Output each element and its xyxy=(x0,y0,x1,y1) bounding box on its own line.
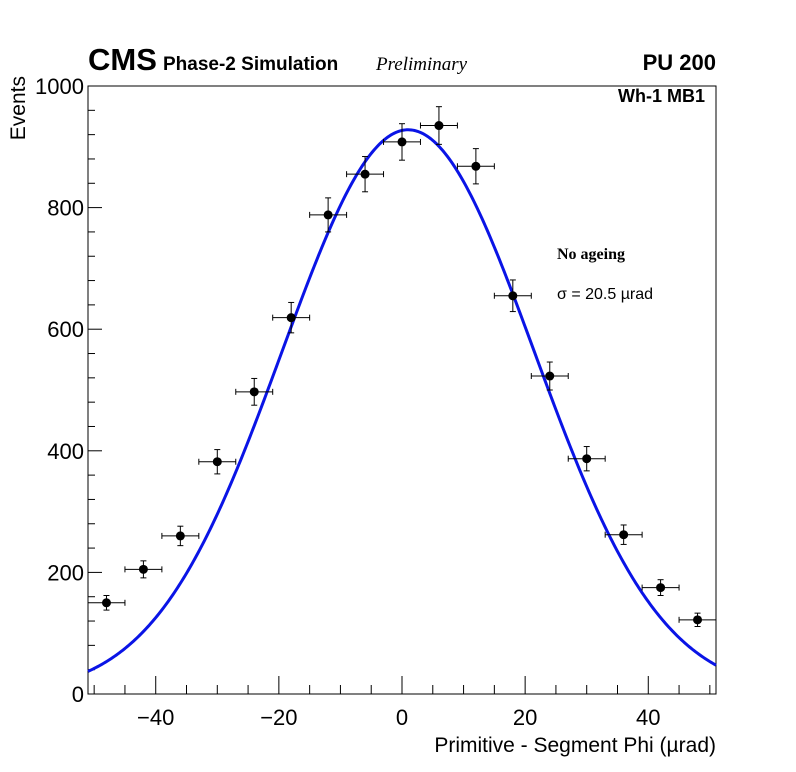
y-tick-label: 400 xyxy=(47,439,84,464)
fit-curve-group xyxy=(87,128,717,673)
data-point xyxy=(235,377,274,406)
y-axis-title: Events xyxy=(7,76,30,140)
data-point xyxy=(87,595,126,611)
plot-border xyxy=(87,85,717,695)
point-marker xyxy=(582,454,592,464)
condition-label: No ageing xyxy=(557,246,625,263)
x-tick-label: 40 xyxy=(636,705,660,730)
point-marker xyxy=(508,291,518,301)
x-axis-title: Primitive - Segment Phi (µrad) xyxy=(434,734,716,757)
data-point xyxy=(530,361,569,391)
point-marker xyxy=(175,531,185,541)
data-point xyxy=(641,579,680,597)
data-point xyxy=(272,301,311,334)
data-point xyxy=(493,279,532,313)
point-marker xyxy=(323,210,333,220)
point-marker xyxy=(471,161,481,171)
experiment-label: CMS xyxy=(88,42,157,77)
point-marker xyxy=(656,583,666,593)
data-point xyxy=(678,612,717,628)
data-point xyxy=(383,123,421,161)
point-marker xyxy=(101,598,111,608)
pileup-label: PU 200 xyxy=(643,50,716,75)
x-tick-label: −40 xyxy=(137,705,174,730)
x-tick-label: −20 xyxy=(260,705,297,730)
data-point xyxy=(456,148,495,185)
plot-frame xyxy=(87,85,717,695)
data-point xyxy=(604,524,643,545)
x-tick-label: 20 xyxy=(513,705,537,730)
y-axis: 0 200 400 600 800 1000 xyxy=(35,74,102,707)
x-tick-label: 0 xyxy=(396,705,408,730)
point-marker xyxy=(360,169,370,179)
point-marker xyxy=(212,457,222,467)
point-marker xyxy=(434,121,444,131)
point-marker xyxy=(545,371,555,381)
x-axis: −40 −20 0 20 40 xyxy=(93,676,711,730)
point-marker xyxy=(249,387,259,397)
data-point xyxy=(419,106,458,145)
point-marker xyxy=(138,564,148,574)
point-marker xyxy=(693,615,703,625)
point-marker xyxy=(286,313,296,323)
data-points xyxy=(87,106,717,628)
fit-curve xyxy=(87,128,717,673)
subtitle-label: Phase-2 Simulation xyxy=(163,54,338,75)
data-point xyxy=(198,449,237,475)
data-point xyxy=(309,197,348,233)
sigma-label: σ = 20.5 µrad xyxy=(557,286,653,303)
y-tick-label: 1000 xyxy=(35,74,84,99)
y-tick-label: 600 xyxy=(47,317,84,342)
y-tick-label: 200 xyxy=(47,560,84,585)
status-label: Preliminary xyxy=(375,54,468,75)
data-point xyxy=(567,446,606,472)
y-tick-label: 0 xyxy=(72,682,84,707)
data-point xyxy=(161,525,200,547)
region-label: Wh-1 MB1 xyxy=(618,86,705,106)
data-point xyxy=(124,560,163,579)
point-marker xyxy=(619,530,629,540)
y-tick-label: 800 xyxy=(47,196,84,221)
data-point xyxy=(346,156,385,193)
point-marker xyxy=(397,137,407,147)
